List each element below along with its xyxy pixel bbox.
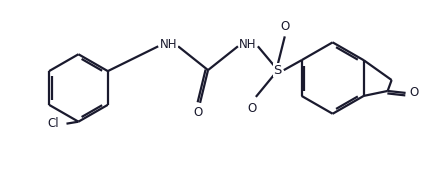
Text: O: O [280, 20, 289, 33]
Text: O: O [409, 86, 418, 99]
Text: NH: NH [160, 38, 177, 51]
Text: O: O [194, 106, 203, 119]
Text: S: S [274, 64, 282, 77]
Text: NH: NH [239, 38, 257, 51]
Text: O: O [247, 102, 257, 115]
Text: Cl: Cl [47, 117, 59, 130]
